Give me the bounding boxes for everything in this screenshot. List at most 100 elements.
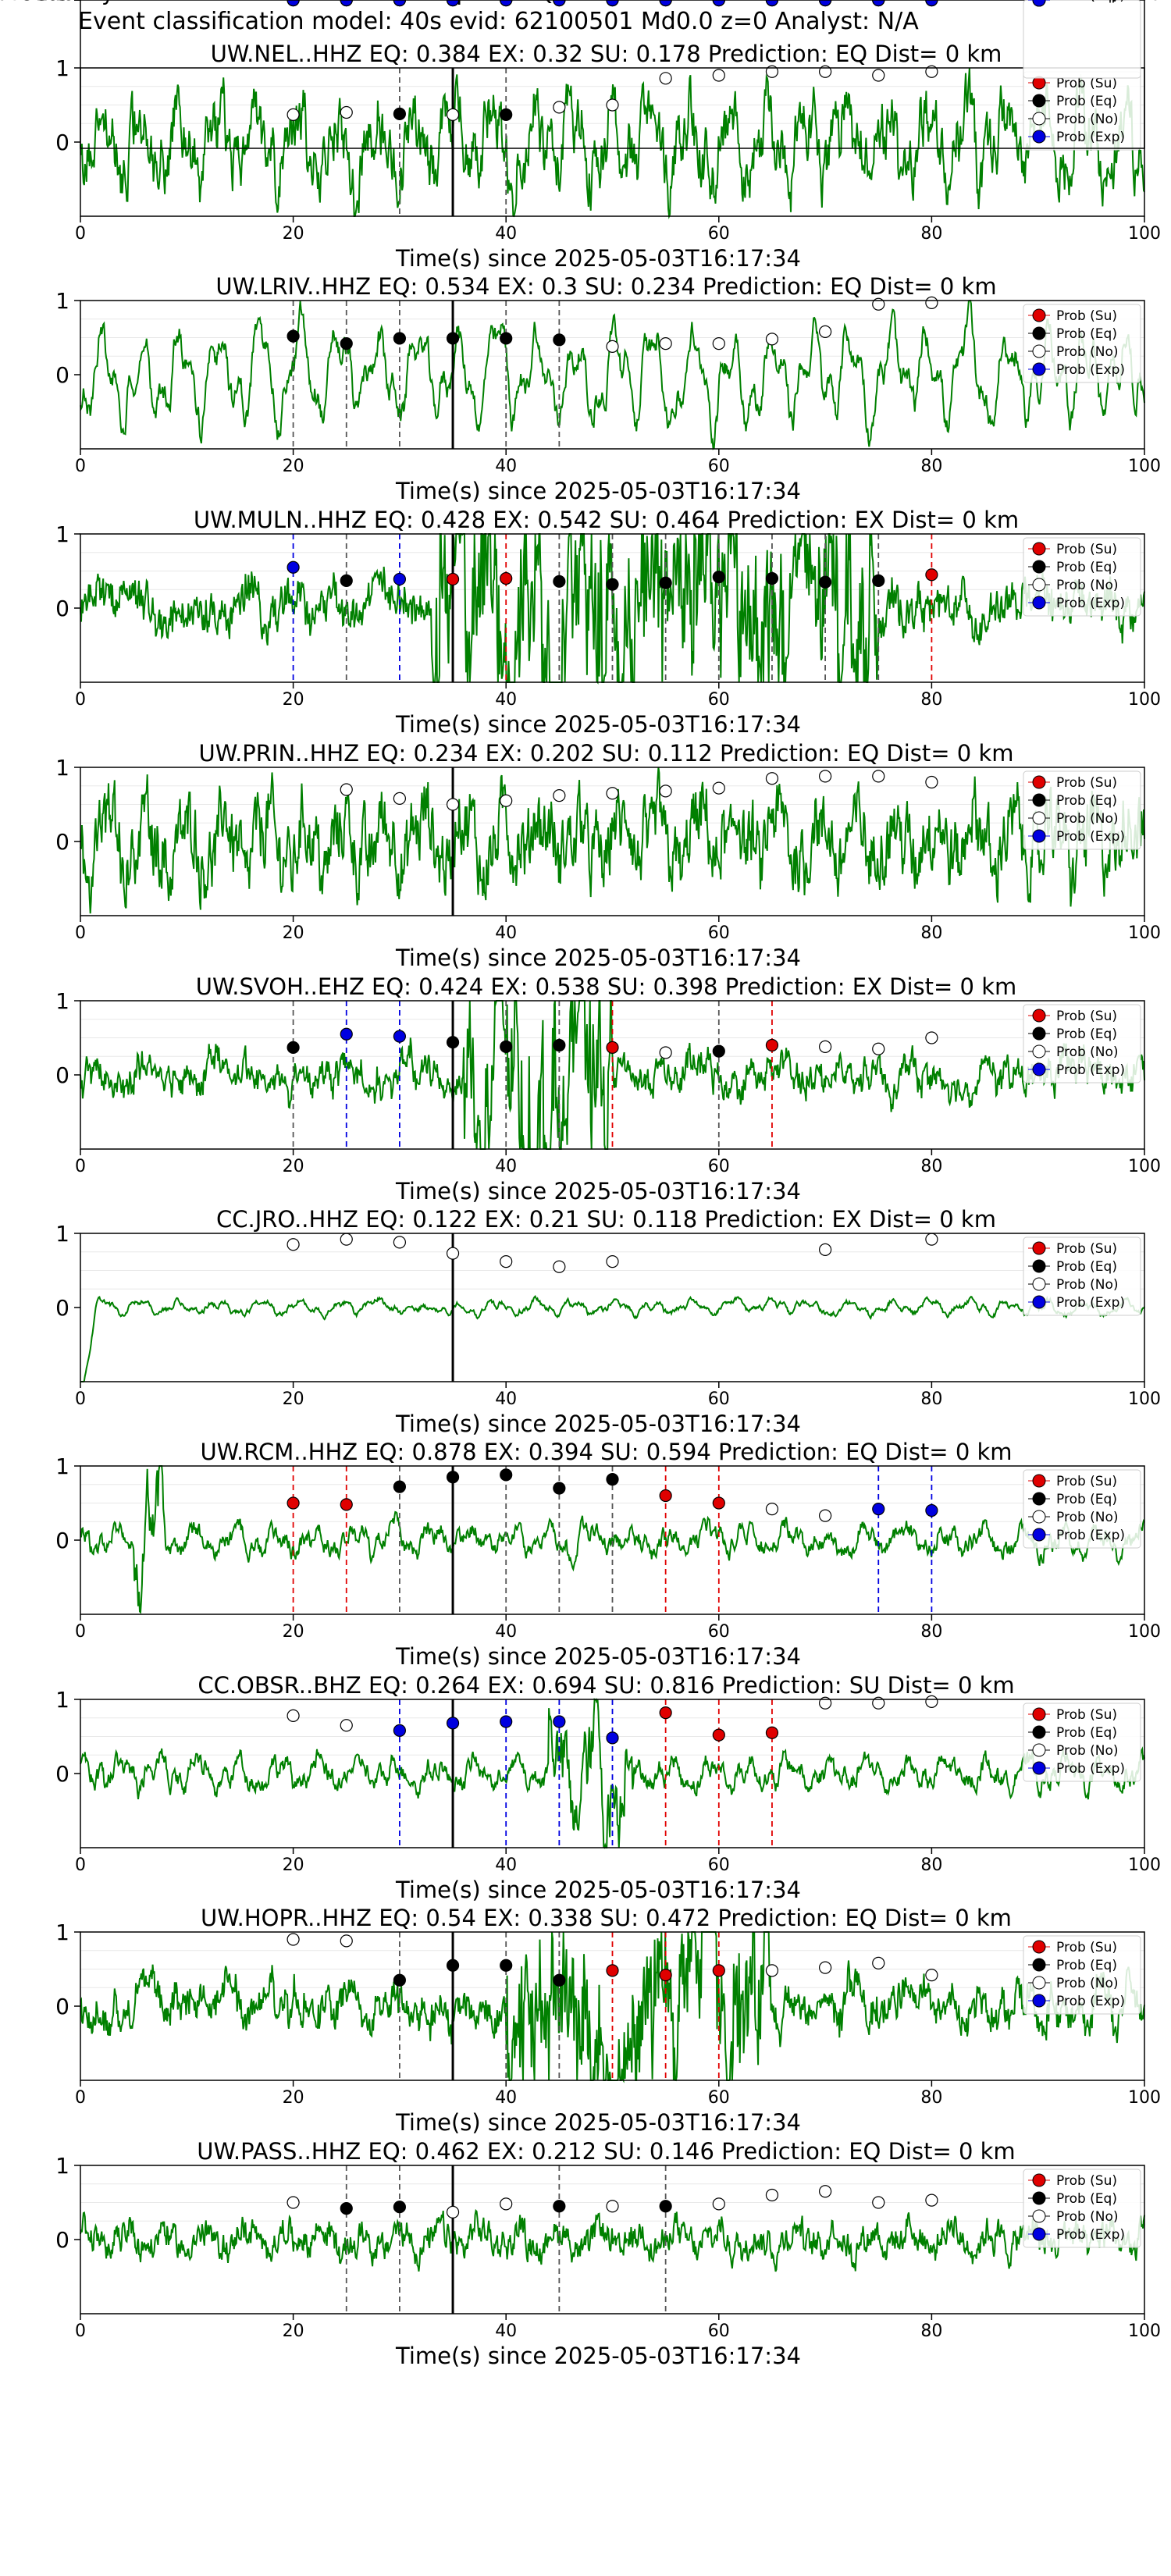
legend-label-0-1: Prob (Eq) [1056, 94, 1117, 109]
prob-point-9-6 [606, 2200, 619, 2213]
x-tick-label-7-2: 40 [495, 1856, 517, 1875]
prob-point-4-4 [500, 1040, 513, 1054]
legend-marker-8-3 [1032, 1994, 1046, 2008]
prob-point-0-2 [393, 107, 406, 120]
legend-label-1-3: Prob (Exp) [1056, 362, 1125, 378]
prob-point-4-11 [872, 1042, 885, 1055]
x-tick-label-0-5: 100 [1128, 224, 1161, 244]
x-tick-label-9-2: 40 [495, 2322, 517, 2341]
x-tick-label-10-1: 20 [283, 0, 304, 5]
x-tick-label-8-0: 0 [75, 2088, 86, 2108]
prob-point-6-4 [500, 1468, 513, 1482]
prob-point-6-9 [765, 1502, 779, 1516]
prob-point-1-6 [606, 340, 619, 353]
y-tick-label-9-0: 0 [55, 2227, 69, 2253]
waveform-trace-9 [80, 2208, 1145, 2272]
x-tick-label-7-3: 60 [708, 1856, 730, 1875]
legend-marker-7-3 [1032, 1761, 1046, 1775]
prob-point-8-1 [340, 1934, 353, 1948]
x-tick-label-9-3: 60 [708, 2322, 730, 2341]
x-tick-label-5-4: 80 [920, 1389, 942, 1409]
legend-label-9-0: Prob (Su) [1056, 2173, 1117, 2189]
prob-point-7-4 [500, 1715, 513, 1728]
x-axis-label-4: Time(s) since 2025-05-03T16:17:34 [395, 1178, 801, 1204]
prob-point-9-9 [765, 2188, 779, 2202]
prob-point-7-8 [712, 1728, 725, 1742]
prob-point-4-5 [553, 1038, 566, 1052]
x-axis-label-7: Time(s) since 2025-05-03T16:17:34 [395, 1877, 801, 1903]
prob-point-8-7 [659, 1969, 672, 1982]
legend-label-8-3: Prob (Exp) [1056, 1994, 1125, 2009]
prob-point-9-7 [659, 2200, 672, 2213]
prob-point-1-4 [500, 332, 513, 345]
x-tick-label-2-5: 100 [1128, 690, 1161, 710]
prob-point-1-0 [287, 329, 300, 343]
legend-marker-8-0 [1032, 1940, 1046, 1954]
y-tick-label-4-0: 0 [55, 1062, 69, 1088]
x-tick-label-2-0: 0 [75, 690, 86, 710]
legend-marker-6-0 [1032, 1474, 1046, 1488]
legend-box-10 [1023, 0, 1141, 79]
x-tick-label-2-4: 80 [920, 690, 942, 710]
prob-point-0-12 [925, 65, 938, 78]
y-tick-label-2-1: 1 [55, 521, 69, 547]
y-tick-label-8-1: 1 [55, 1920, 69, 1945]
legend-marker-1-0 [1032, 308, 1046, 322]
x-tick-label-0-1: 20 [283, 224, 304, 244]
x-tick-label-5-0: 0 [75, 1389, 86, 1409]
legend-marker-9-1 [1032, 2191, 1046, 2205]
x-tick-label-8-5: 100 [1128, 2088, 1161, 2108]
legend-label-3-0: Prob (Su) [1056, 775, 1117, 791]
prob-point-5-6 [606, 1254, 619, 1268]
prob-point-2-8 [712, 570, 725, 584]
prob-point-6-8 [712, 1496, 725, 1510]
legend-label-4-2: Prob (No) [1056, 1044, 1119, 1060]
legend-label-8-2: Prob (No) [1056, 1976, 1119, 1991]
legend-label-5-3: Prob (Exp) [1056, 1295, 1125, 1311]
prob-point-3-3 [500, 794, 513, 807]
legend-label-9-3: Prob (Exp) [1056, 2227, 1125, 2243]
prob-point-3-7 [712, 781, 725, 795]
legend-box-5 [1023, 1236, 1141, 1316]
chart-title-2: UW.MULN..HHZ EQ: 0.428 EX: 0.542 SU: 0.4… [194, 507, 1019, 533]
prob-point-5-7 [818, 1243, 832, 1257]
prob-point-5-5 [553, 1260, 566, 1273]
x-axis-label-2: Time(s) since 2025-05-03T16:17:34 [395, 711, 801, 738]
legend-marker-4-3 [1032, 1062, 1046, 1076]
prob-point-8-4 [500, 1959, 513, 1972]
legend-label-1-0: Prob (Su) [1056, 308, 1117, 324]
prob-point-6-2 [393, 1480, 406, 1493]
y-tick-label-6-0: 0 [55, 1528, 69, 1553]
prob-point-6-5 [553, 1482, 566, 1495]
legend-marker-4-2 [1032, 1044, 1046, 1059]
chart-title-7: CC.OBSR..BHZ EQ: 0.264 EX: 0.694 SU: 0.8… [198, 1672, 1014, 1699]
legend-label-6-2: Prob (No) [1056, 1510, 1119, 1525]
y-tick-label-7-1: 1 [55, 1687, 69, 1713]
prob-point-3-0 [340, 783, 353, 796]
y-tick-label-8-0: 0 [55, 1994, 69, 2019]
legend-label-7-2: Prob (No) [1056, 1743, 1119, 1759]
legend-label-7-3: Prob (Exp) [1056, 1761, 1125, 1777]
x-tick-label-9-0: 0 [75, 2322, 86, 2341]
y-tick-label-7-0: 0 [55, 1761, 69, 1787]
legend-marker-9-2 [1032, 2209, 1046, 2223]
x-axis-label-1: Time(s) since 2025-05-03T16:17:34 [395, 478, 801, 504]
x-tick-label-3-3: 60 [708, 923, 730, 943]
y-tick-label-0-1: 1 [55, 55, 69, 81]
legend-label-10-3: Prob (Exp) [1056, 0, 1125, 4]
prob-point-4-2 [393, 1030, 406, 1043]
prob-point-6-3 [446, 1471, 460, 1484]
x-tick-label-6-4: 80 [920, 1622, 942, 1642]
prob-point-1-9 [765, 333, 779, 346]
legend-marker-7-0 [1032, 1707, 1046, 1721]
legend-marker-9-3 [1032, 2227, 1046, 2241]
legend-marker-1-1 [1032, 326, 1046, 340]
prob-point-2-7 [659, 576, 672, 589]
mean-point-3-6 [606, 0, 619, 7]
x-tick-label-10-4: 80 [920, 0, 942, 5]
legend-label-2-1: Prob (Eq) [1056, 560, 1117, 575]
legend-label-9-1: Prob (Eq) [1056, 2191, 1117, 2207]
mean-point-3-7 [659, 0, 672, 7]
legend-marker-1-3 [1032, 362, 1046, 376]
